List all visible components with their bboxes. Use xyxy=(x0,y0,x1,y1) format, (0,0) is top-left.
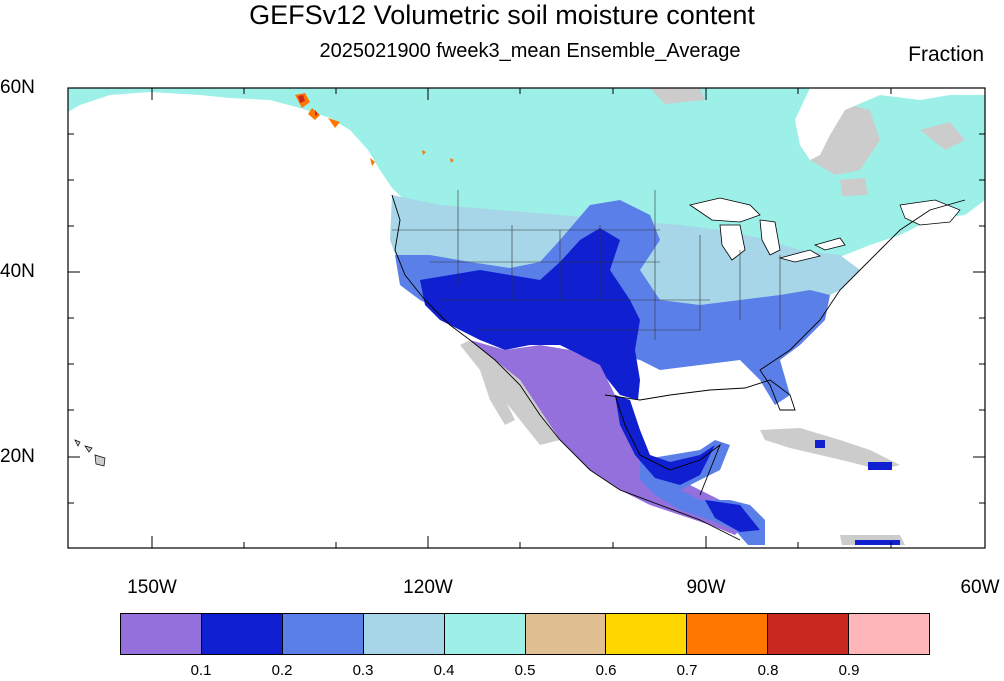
colorbar-label-8: 0.9 xyxy=(838,662,860,679)
lon-label-60w: 60W xyxy=(960,577,1000,598)
lon-label-120w: 120W xyxy=(403,577,453,598)
alaska-very-high-moisture xyxy=(298,95,318,116)
lat-label-20n: 20N xyxy=(0,446,35,467)
units-label: Fraction xyxy=(908,43,984,66)
colorbar-swatch-2 xyxy=(282,614,364,654)
caribbean-islands xyxy=(760,428,905,545)
lat-label-40n: 40N xyxy=(0,261,35,282)
hawaii-islands xyxy=(74,439,106,467)
state-borders xyxy=(392,190,781,340)
lat-ticks xyxy=(68,87,985,504)
map-subtitle: 2025021900 fweek3_mean Ensemble_Average xyxy=(319,40,741,62)
colorbar-label-1: 0.2 xyxy=(271,662,293,679)
colorbar-label-5: 0.6 xyxy=(595,662,617,679)
colorbar-swatch-7 xyxy=(687,614,769,654)
colorbar-label-4: 0.5 xyxy=(514,662,536,679)
map-title: GEFSv12 Volumetric soil moisture content xyxy=(249,0,755,30)
colorbar-swatch-0 xyxy=(121,614,202,654)
colorbar-label-0: 0.1 xyxy=(190,662,212,679)
lon-label-90w: 90W xyxy=(686,577,726,598)
lon-ticks xyxy=(151,88,986,548)
region-canada-high-moisture xyxy=(68,88,985,265)
gulf-st-lawrence xyxy=(899,199,961,226)
colorbar-swatch-1 xyxy=(201,614,283,654)
hudson-bay xyxy=(795,88,985,160)
colorbar-label-3: 0.4 xyxy=(433,662,455,679)
lon-label-150w: 150W xyxy=(127,577,177,598)
colorbar-swatch-4 xyxy=(444,614,526,654)
colorbar-label-7: 0.8 xyxy=(757,662,779,679)
lat-label-60n: 60N xyxy=(0,77,35,98)
soil-moisture-map xyxy=(67,87,986,549)
region-gulf-coast-dry xyxy=(615,395,760,532)
caribbean-dry xyxy=(815,440,900,545)
colorbar-swatch-8 xyxy=(768,614,850,654)
missing-data-mexico-coast xyxy=(460,340,560,445)
colorbar-swatch-3 xyxy=(363,614,445,654)
region-us-0.1-0.2 xyxy=(420,228,640,400)
colorbar-swatch-6 xyxy=(606,614,688,654)
colorbar-swatch-9 xyxy=(849,614,930,654)
great-lakes xyxy=(689,197,846,263)
colorbar-swatch-5 xyxy=(525,614,607,654)
colorbar-label-2: 0.3 xyxy=(352,662,374,679)
colorbar-label-6: 0.7 xyxy=(676,662,698,679)
coastlines xyxy=(391,194,966,541)
colorbar xyxy=(120,613,930,655)
